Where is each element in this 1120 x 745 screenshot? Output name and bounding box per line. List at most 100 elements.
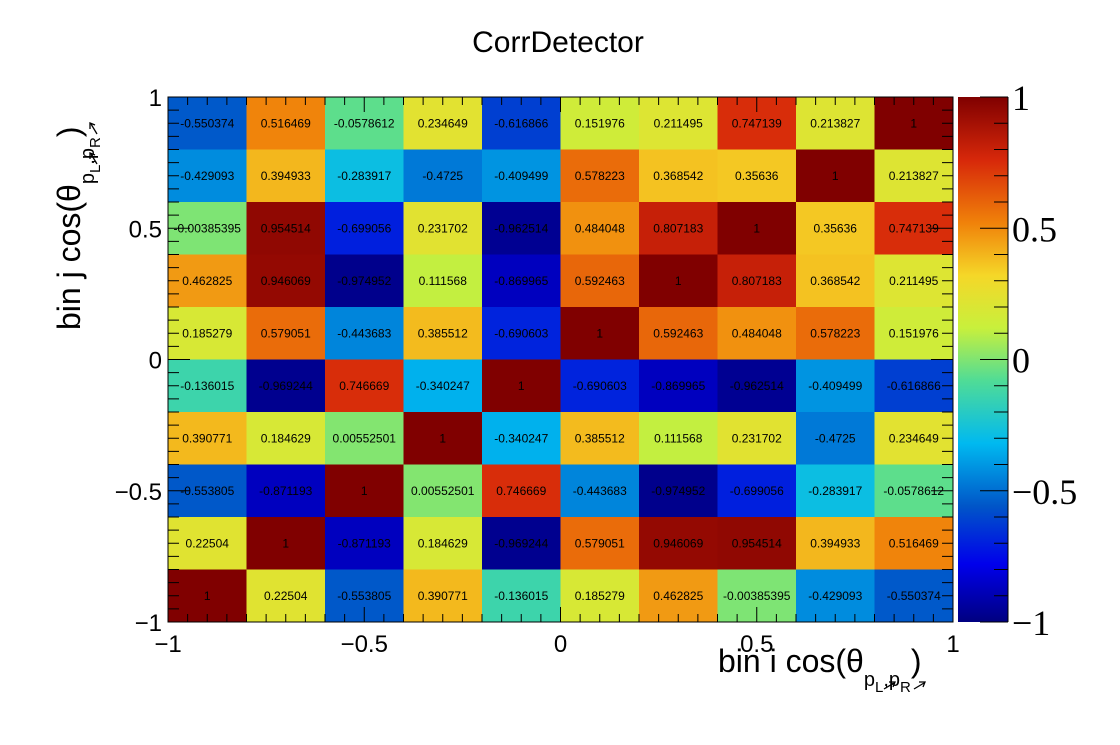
- vector-arrow-head-icon: [89, 152, 96, 159]
- cell-value-label: -0.969244: [259, 379, 313, 393]
- cell-value-label: 0.35636: [735, 169, 779, 183]
- vector-arrow-icon: [883, 682, 895, 690]
- cell-value-label: -0.699056: [337, 221, 391, 235]
- heatmap-cell: [560, 359, 640, 413]
- cell-value-label: -0.443683: [337, 326, 391, 340]
- cell-value-label: -0.550374: [180, 116, 234, 130]
- cell-value-label: 0.184629: [418, 536, 468, 550]
- colorbar-axis: −1 −0.5 0 0.5 1: [980, 78, 1077, 643]
- heatmap-cell: [717, 517, 797, 570]
- cell-value-label: 1: [910, 116, 917, 130]
- heatmap-cell: [796, 517, 875, 570]
- cell-value-label: 1: [832, 169, 839, 183]
- cell-value-label: 1: [675, 274, 682, 288]
- cell-value-label: -0.00385395: [723, 589, 791, 603]
- heatmap-cell: [874, 307, 954, 360]
- cell-value-label: 1: [361, 484, 368, 498]
- vector-arrow-head-icon: [889, 681, 896, 688]
- heatmap-cell: [796, 412, 875, 465]
- heatmap-cell: [560, 517, 640, 570]
- cell-value-label: 0.00552501: [333, 431, 397, 445]
- heatmap-cell-labels: -0.550374 0.516469 -0.0578612 0.234649 -0.61…: [174, 116, 945, 603]
- cell-value-label: 1: [204, 589, 211, 603]
- cell-value-label: 1: [753, 221, 760, 235]
- colorbar-tick-label: −0.5: [1012, 472, 1077, 512]
- heatmap-cell: [874, 359, 954, 413]
- heatmap-cell: [168, 359, 247, 413]
- cell-value-label: 0.390771: [418, 589, 468, 603]
- colorbar-tick-label: 1: [1012, 78, 1030, 118]
- heatmap-cell: [325, 149, 404, 203]
- heatmap-cell: [639, 202, 718, 255]
- cell-value-label: 0.111568: [654, 431, 703, 445]
- cell-value-label: 0.394933: [810, 536, 860, 550]
- heatmap-cell: [717, 464, 797, 518]
- heatmap-cell: [325, 412, 404, 465]
- heatmap-cell: [639, 517, 718, 570]
- cell-value-label: -0.616866: [494, 116, 548, 130]
- cell-value-label: -0.616866: [887, 379, 941, 393]
- heatmap-cell: [874, 97, 954, 150]
- cell-value-label: -0.443683: [573, 484, 627, 498]
- cell-value-label: 0.185279: [575, 589, 625, 603]
- cell-value-label: -0.871193: [338, 536, 391, 550]
- cell-value-label: 0.385512: [418, 326, 468, 340]
- vector-arrow-icon: [913, 682, 925, 690]
- y-axis: −1 −0.5 0 0.5 1: [115, 85, 953, 637]
- heatmap-cell: [717, 359, 797, 413]
- heatmap-cell: [246, 307, 326, 360]
- cell-value-label: 0.394933: [261, 169, 311, 183]
- cell-value-label: 0.00552501: [411, 484, 475, 498]
- heatmap-cell: [403, 202, 483, 255]
- cell-value-label: -0.553805: [337, 589, 391, 603]
- heatmap-cell: [796, 307, 875, 360]
- heatmap-cell: [403, 464, 483, 518]
- vector-arrow-head-icon: [919, 681, 926, 688]
- cell-value-label: 0.213827: [889, 169, 939, 183]
- heatmap-cell: [639, 412, 718, 465]
- cell-value-label: 0.946069: [653, 536, 703, 550]
- cell-value-label: 0.578223: [575, 169, 625, 183]
- cell-value-label: -0.4725: [815, 431, 856, 445]
- heatmap-cell: [482, 254, 561, 308]
- cell-value-label: 0.592463: [653, 326, 703, 340]
- heatmap-cell: [560, 412, 640, 465]
- y-tick-label: −1: [135, 610, 162, 637]
- cell-value-label: -0.962514: [494, 221, 548, 235]
- cell-value-label: 0.516469: [261, 116, 311, 130]
- heatmap-cell: [874, 517, 954, 570]
- cell-value-label: -0.0578612: [883, 484, 944, 498]
- heatmap-cell: [403, 517, 483, 570]
- heatmap-cell: [482, 517, 561, 570]
- cell-value-label: 0.368542: [810, 274, 860, 288]
- heatmap-cell: [639, 97, 718, 150]
- heatmap-cell: [325, 359, 404, 413]
- cell-value-label: 0.111568: [419, 274, 468, 288]
- heatmap-cell: [482, 149, 561, 203]
- cell-value-label: 0.807183: [653, 221, 703, 235]
- heatmap-cell: [639, 569, 718, 623]
- heatmap-cell: [325, 517, 404, 570]
- heatmap-cell: [874, 412, 954, 465]
- heatmap-cell: [639, 307, 718, 360]
- cell-value-label: 0.747139: [889, 221, 939, 235]
- heatmap-cell: [246, 517, 326, 570]
- y-tick-label: −0.5: [115, 479, 162, 506]
- cell-value-label: -0.136015: [180, 379, 234, 393]
- heatmap-cell: [560, 569, 640, 623]
- chart-title: CorrDetector: [472, 26, 644, 59]
- cell-value-label: 0.234649: [418, 116, 468, 130]
- cell-value-label: -0.869965: [494, 274, 548, 288]
- heatmap-cell: [717, 149, 797, 203]
- heatmap-cell: [796, 97, 875, 150]
- cell-value-label: -0.340247: [494, 431, 548, 445]
- cell-value-label: -0.699056: [730, 484, 784, 498]
- cell-value-label: 0.184629: [261, 431, 311, 445]
- cell-value-label: -0.283917: [808, 484, 862, 498]
- heatmap-cell: [717, 202, 797, 255]
- cell-value-label: 1: [439, 431, 446, 445]
- cell-value-label: -0.409499: [494, 169, 548, 183]
- colorbar-tick-label: −1: [1012, 603, 1050, 643]
- cell-value-label: 0.462825: [182, 274, 232, 288]
